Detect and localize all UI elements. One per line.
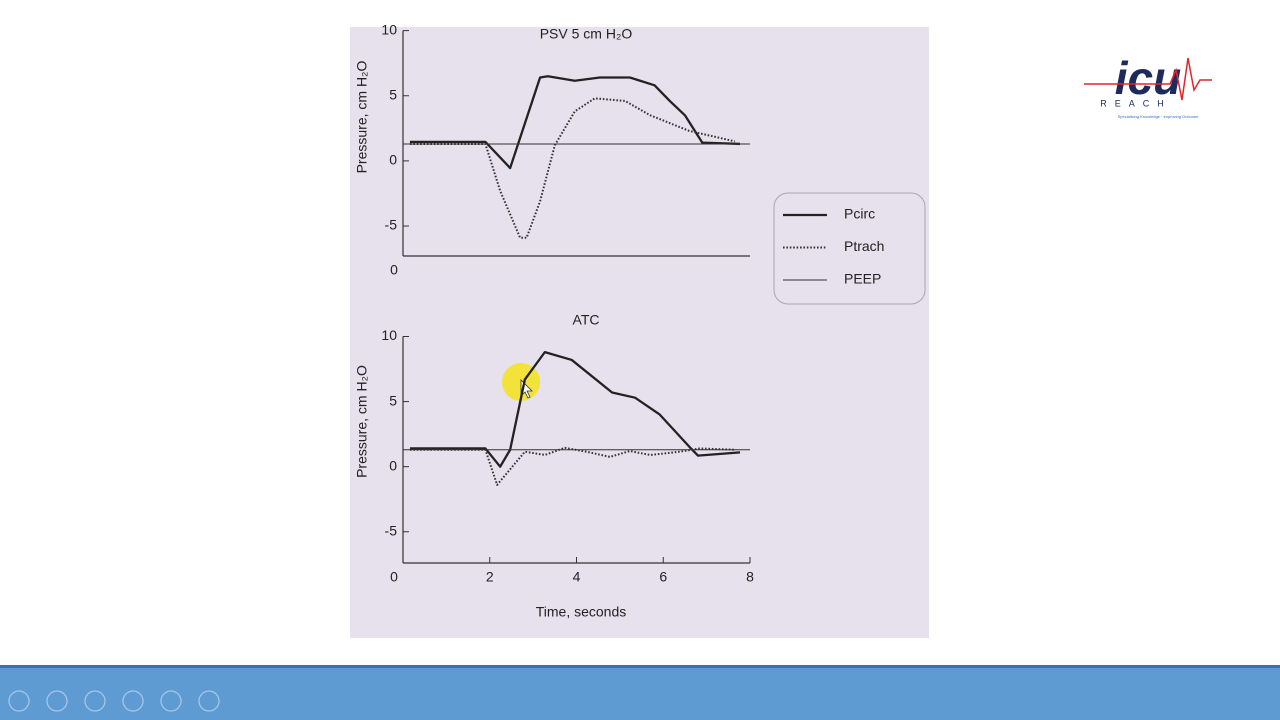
y-axis-label: Pressure, cm H₂O	[354, 61, 370, 174]
x-tick-label: 0	[390, 262, 398, 278]
logo-tagline: Specialising Knowledge · Improving Outco…	[1118, 114, 1199, 119]
logo: icu REACH Specialising Knowledge · Impro…	[1084, 52, 1212, 119]
y-tick-label: 5	[389, 86, 397, 102]
x-tick-label: 8	[746, 569, 754, 585]
pen-button[interactable]	[84, 690, 106, 712]
prev-button[interactable]	[8, 690, 30, 712]
y-tick-label: -5	[385, 217, 398, 233]
next-button[interactable]	[46, 690, 68, 712]
legend-label: Pcirc	[844, 206, 875, 222]
y-tick-label: 0	[389, 152, 397, 168]
y-axis-label: Pressure, cm H₂O	[354, 365, 370, 478]
slides-button[interactable]	[122, 690, 144, 712]
zoom-button[interactable]	[160, 690, 182, 712]
x-tick-label: 4	[573, 569, 581, 585]
y-tick-label: -5	[385, 522, 398, 538]
y-tick-label: 10	[381, 21, 397, 37]
legend-box	[773, 192, 926, 305]
series-line	[409, 446, 735, 486]
toolbar-edge	[0, 665, 1280, 668]
logo-sub: REACH	[1100, 98, 1172, 108]
legend-label: PEEP	[844, 271, 881, 287]
series-line	[409, 75, 741, 170]
x-tick-label: 6	[659, 569, 667, 585]
y-tick-label: 5	[389, 392, 397, 408]
y-tick-label: 10	[381, 327, 397, 343]
legend-label: Ptrach	[844, 238, 884, 254]
logo-ecg	[1084, 57, 1212, 101]
x-axis-label: Time, seconds	[536, 604, 627, 620]
chart-title: ATC	[573, 312, 600, 328]
chart-title: PSV 5 cm H₂O	[540, 26, 633, 42]
y-tick-label: 0	[389, 457, 397, 473]
slide-panel	[350, 27, 929, 638]
series-line	[409, 350, 741, 468]
toolbar	[0, 665, 1280, 720]
x-tick-label: 2	[486, 569, 494, 585]
logo-name: icu	[1115, 52, 1181, 104]
series-line	[409, 97, 736, 239]
more-button[interactable]	[198, 690, 220, 712]
x-tick-label: 0	[390, 569, 398, 585]
